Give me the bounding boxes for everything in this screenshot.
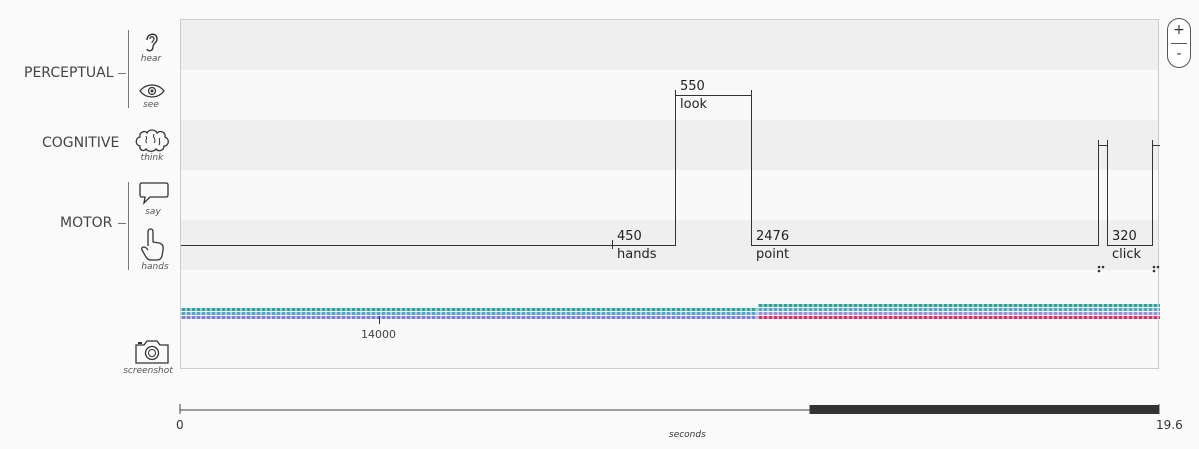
say-label: say: [145, 207, 161, 217]
brain-icon: [135, 129, 169, 152]
speech-bubble-icon: [139, 182, 169, 205]
zoom-in-button[interactable]: +: [1173, 22, 1185, 38]
perceptual-label: PERCEPTUAL: [24, 65, 114, 81]
eye-icon: [139, 84, 165, 98]
lane-see: [181, 70, 1158, 120]
lane-hear: [181, 20, 1158, 70]
strip-row: [181, 312, 758, 315]
click-line: [1107, 245, 1153, 246]
point-segment-label: point: [756, 247, 790, 262]
screenshot-label: screenshot: [123, 366, 173, 376]
timeline-viewport-handle: [809, 405, 1159, 414]
think-top: [1098, 145, 1108, 146]
motor-bracket-tick: [118, 223, 126, 224]
event-dots-1: [1097, 265, 1105, 273]
strip-row: [758, 312, 1160, 315]
lane-think: [181, 120, 1158, 170]
see-label: see: [143, 100, 159, 110]
click-segment-label: click: [1112, 247, 1142, 262]
hands-label: hands: [141, 262, 169, 272]
strip-row: [181, 316, 758, 319]
motor-bracket: [128, 182, 129, 270]
cognitive-label: COGNITIVE: [42, 135, 120, 151]
zoom-control: + -: [1167, 18, 1191, 68]
overview-timeline[interactable]: [178, 402, 1162, 418]
zoom-out-button[interactable]: -: [1176, 46, 1182, 62]
memory-strip: [181, 304, 1160, 320]
perceptual-bracket: [128, 30, 129, 108]
look-right-edge: [751, 90, 752, 246]
strip-row: [758, 304, 1160, 307]
look-top: [675, 95, 752, 96]
look-duration: 550: [680, 79, 705, 94]
look-segment-label: look: [680, 97, 708, 112]
event-dots-2: [1152, 265, 1160, 273]
hear-label: hear: [140, 54, 162, 64]
strip-tick: [379, 316, 380, 324]
point-line: [751, 245, 1098, 246]
look-left-edge: [675, 90, 676, 246]
think-label: think: [140, 153, 164, 163]
ear-icon: [146, 33, 158, 52]
strip-row: [181, 308, 758, 311]
hands-baseline: [181, 245, 675, 246]
perceptual-bracket-tick: [118, 73, 126, 74]
lane-say: [181, 170, 1158, 220]
think-left-edge: [1098, 140, 1099, 246]
click-duration: 320: [1112, 229, 1137, 244]
zoom-separator: [1171, 43, 1187, 44]
timeline-unit: seconds: [669, 430, 706, 440]
schedule-chart: 450 hands 550 look 2476 point 320 click …: [180, 19, 1160, 369]
timeline-start: 0: [176, 418, 184, 432]
think-right-edge: [1107, 140, 1108, 246]
next-think-top: [1152, 145, 1160, 146]
hands-tick: [612, 240, 613, 249]
click-right-edge: [1152, 140, 1153, 246]
pointing-hand-icon: [141, 228, 164, 261]
strip-row: [758, 316, 1160, 319]
hands-segment-label: hands: [617, 247, 657, 262]
strip-row: [758, 308, 1160, 311]
motor-label: MOTOR: [60, 215, 113, 231]
timeline-end: 19.6: [1156, 418, 1183, 432]
hands-duration: 450: [617, 229, 642, 244]
camera-icon[interactable]: [133, 338, 171, 366]
point-duration: 2476: [756, 229, 790, 244]
strip-tick-label: 14000: [361, 328, 396, 341]
